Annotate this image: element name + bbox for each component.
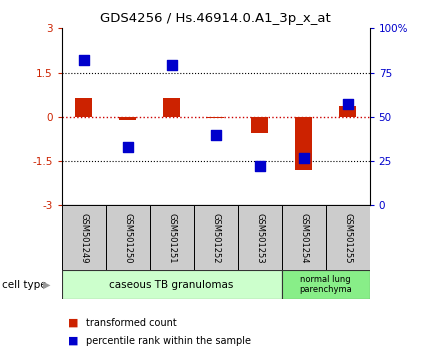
Text: transformed count: transformed count xyxy=(86,318,176,328)
Point xyxy=(256,164,263,169)
Bar xyxy=(150,205,194,271)
Point xyxy=(80,57,87,63)
Bar xyxy=(194,205,238,271)
Text: GSM501255: GSM501255 xyxy=(343,213,352,263)
Bar xyxy=(106,205,150,271)
Point xyxy=(168,63,175,68)
Bar xyxy=(119,117,136,120)
Text: GSM501251: GSM501251 xyxy=(167,213,176,263)
Point xyxy=(124,144,131,150)
Text: ■: ■ xyxy=(68,336,79,346)
Text: caseous TB granulomas: caseous TB granulomas xyxy=(110,280,234,290)
Text: percentile rank within the sample: percentile rank within the sample xyxy=(86,336,251,346)
Text: cell type: cell type xyxy=(2,280,47,290)
Bar xyxy=(62,205,106,271)
Bar xyxy=(339,107,356,117)
Bar xyxy=(163,98,180,117)
Point xyxy=(300,155,307,160)
Bar xyxy=(282,205,326,271)
Bar xyxy=(282,270,370,299)
Text: GSM501250: GSM501250 xyxy=(123,213,132,263)
Text: ■: ■ xyxy=(68,318,79,328)
Text: GSM501253: GSM501253 xyxy=(255,213,264,263)
Bar xyxy=(295,117,312,170)
Text: GSM501254: GSM501254 xyxy=(299,213,308,263)
Bar xyxy=(238,205,282,271)
Text: GDS4256 / Hs.46914.0.A1_3p_x_at: GDS4256 / Hs.46914.0.A1_3p_x_at xyxy=(100,12,331,25)
Bar xyxy=(75,98,92,117)
Point xyxy=(344,102,351,107)
Point xyxy=(212,132,219,137)
Bar xyxy=(326,205,370,271)
Bar xyxy=(251,117,268,133)
Text: GSM501249: GSM501249 xyxy=(79,213,88,263)
Text: normal lung
parenchyma: normal lung parenchyma xyxy=(299,275,352,294)
Text: GSM501252: GSM501252 xyxy=(211,213,220,263)
Bar xyxy=(207,117,224,118)
Text: ▶: ▶ xyxy=(43,280,51,290)
Bar xyxy=(62,270,282,299)
